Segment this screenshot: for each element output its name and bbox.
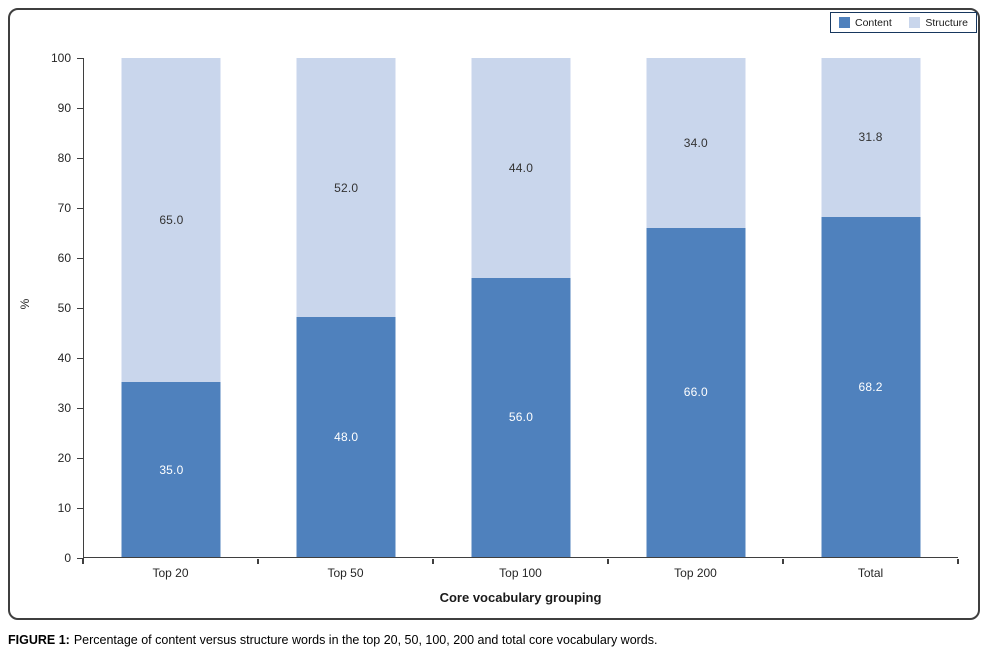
data-label: 52.0: [334, 180, 359, 195]
bar-group: 34.0 66.0: [608, 58, 783, 557]
y-axis: 0 10 20 30 40 50 60 70 80 90 100: [0, 51, 84, 565]
caption-text: Percentage of content versus structure w…: [73, 633, 658, 647]
y-tick-mark: [77, 57, 84, 59]
x-category-label: Top 50: [327, 566, 364, 580]
y-tick-label: 90: [57, 101, 71, 115]
y-tick-label: 50: [57, 301, 71, 315]
bar-segment-structure: 44.0: [471, 58, 571, 278]
legend: Content Structure: [830, 12, 977, 33]
bar-group: 31.8 68.2: [783, 58, 958, 557]
x-tick-mark: [257, 559, 259, 564]
bar-segment-content: 48.0: [296, 317, 396, 557]
bar-group: 52.0 48.0: [259, 58, 434, 557]
legend-swatch-icon: [839, 17, 850, 28]
x-category-labels: Top 20 Top 50 Top 100 Top 200 Total: [83, 566, 958, 580]
x-tick-mark: [432, 559, 434, 564]
legend-label: Content: [855, 16, 892, 29]
x-tick-mark: [782, 559, 784, 564]
plot-area: 65.0 35.0 52.0 48.0 44.0 56.0 34.0 66.0 31.8 68.2: [83, 58, 958, 558]
x-tick-mark: [957, 559, 959, 564]
y-tick-label: 20: [57, 451, 71, 465]
bar-segment-content: 35.0: [121, 382, 221, 557]
y-tick-label: 30: [57, 401, 71, 415]
data-label: 66.0: [683, 385, 708, 400]
y-tick-mark: [77, 507, 84, 509]
bar-segment-content: 66.0: [646, 227, 746, 557]
bar-segment-content: 56.0: [471, 277, 571, 557]
bar-group: 65.0 35.0: [84, 58, 259, 557]
bar-segment-structure: 52.0: [296, 58, 396, 318]
stacked-bar: 31.8 68.2: [821, 58, 921, 557]
bar-group: 44.0 56.0: [434, 58, 609, 557]
x-category-label: Top 20: [152, 566, 189, 580]
y-tick-mark: [77, 207, 84, 209]
stacked-bar: 52.0 48.0: [296, 58, 396, 557]
data-label: 48.0: [334, 430, 359, 445]
y-tick-mark: [77, 157, 84, 159]
caption-label: FIGURE 1:: [8, 633, 70, 647]
y-tick-mark: [77, 107, 84, 109]
legend-item-content: Content: [839, 17, 892, 29]
y-tick-mark: [77, 257, 84, 259]
data-label: 34.0: [683, 135, 708, 150]
bar-groups: 65.0 35.0 52.0 48.0 44.0 56.0 34.0 66.0 31.8 68.2: [84, 58, 958, 557]
x-category-label: Top 100: [499, 566, 542, 580]
data-label: 68.2: [858, 379, 883, 394]
figure-caption: FIGURE 1: Percentage of content versus st…: [8, 633, 658, 647]
data-label: 65.0: [159, 213, 184, 228]
data-label: 31.8: [858, 130, 883, 145]
y-tick-label: 80: [57, 151, 71, 165]
bar-segment-structure: 65.0: [121, 58, 221, 383]
y-tick-label: 40: [57, 351, 71, 365]
stacked-bar: 34.0 66.0: [646, 58, 746, 557]
legend-swatch-icon: [909, 17, 921, 28]
y-tick-label: 10: [57, 501, 71, 515]
legend-label: Structure: [925, 16, 968, 29]
data-label: 35.0: [159, 462, 184, 477]
data-label: 56.0: [508, 410, 534, 425]
bar-segment-content: 68.2: [821, 216, 921, 557]
y-tick-label: 0: [64, 551, 71, 565]
data-label: 44.0: [508, 160, 534, 175]
x-tick-mark: [82, 559, 84, 564]
bar-segment-structure: 34.0: [646, 58, 746, 228]
y-tick-mark: [77, 357, 84, 359]
y-tick-label: 60: [57, 251, 71, 265]
y-tick-label: 70: [57, 201, 71, 215]
bar-segment-structure: 31.8: [821, 58, 921, 217]
x-category-label: Total: [857, 566, 884, 580]
x-tick-mark: [607, 559, 609, 564]
x-category-label: Top 200: [674, 566, 717, 580]
legend-item-structure: Structure: [909, 17, 968, 29]
stacked-bar: 44.0 56.0: [471, 58, 571, 557]
x-axis-title: Core vocabulary grouping: [439, 590, 602, 605]
y-tick-mark: [77, 557, 84, 559]
y-tick-label: 100: [50, 51, 71, 65]
y-tick-mark: [77, 407, 84, 409]
x-axis-ticks: [82, 559, 959, 565]
y-tick-mark: [77, 457, 84, 459]
stacked-bar: 65.0 35.0: [121, 58, 221, 557]
y-tick-mark: [77, 307, 84, 309]
